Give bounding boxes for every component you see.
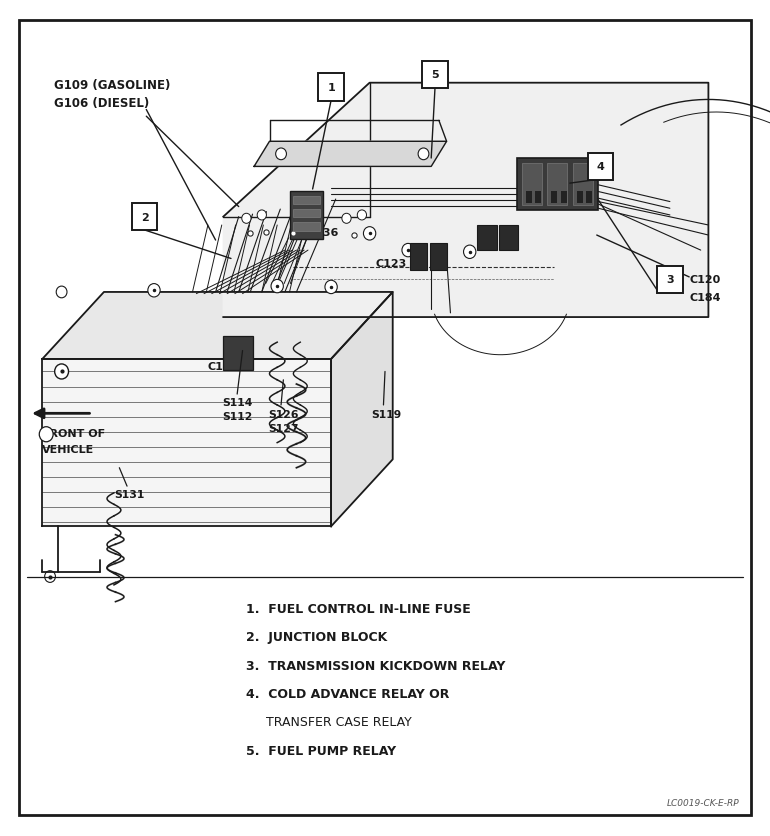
Bar [586,191,592,204]
Bar [293,210,320,218]
Bar [588,154,614,181]
Text: C114: C114 [208,361,239,371]
Bar [422,62,448,89]
Text: FRONT OF: FRONT OF [42,429,105,439]
Bar [547,164,567,206]
Bar [522,164,542,206]
Text: C120: C120 [689,274,721,284]
Bar [430,244,447,271]
Bar [517,159,598,211]
Text: 1: 1 [327,83,335,93]
Text: S126: S126 [268,410,299,420]
Polygon shape [42,293,393,359]
Text: 4.  COLD ADVANCE RELAY OR: 4. COLD ADVANCE RELAY OR [246,687,450,701]
Circle shape [276,149,286,161]
Bar [658,266,683,293]
Circle shape [325,281,337,294]
Text: LC0019-CK-E-RP: LC0019-CK-E-RP [667,798,739,807]
Circle shape [242,214,251,224]
Text: 3: 3 [666,275,674,285]
Text: 2: 2 [141,212,149,222]
Text: S127: S127 [268,424,299,434]
Bar [526,191,532,204]
Bar [223,337,253,370]
Circle shape [402,244,414,257]
Text: 5: 5 [431,70,439,80]
Circle shape [39,427,53,442]
Text: C136: C136 [308,227,340,237]
Text: 5.  FUEL PUMP RELAY: 5. FUEL PUMP RELAY [246,744,397,757]
Circle shape [342,214,351,224]
Bar [499,226,518,251]
Bar [319,74,343,101]
Text: 3.  TRANSMISSION KICKDOWN RELAY: 3. TRANSMISSION KICKDOWN RELAY [246,659,506,672]
Text: C123: C123 [376,259,407,269]
Text: C184: C184 [689,293,721,303]
Text: S114: S114 [222,397,252,407]
Circle shape [55,364,69,380]
Circle shape [363,227,376,241]
Bar [577,191,583,204]
Circle shape [148,284,160,298]
Circle shape [464,246,476,259]
Bar [293,196,320,205]
Text: G109 (GASOLINE): G109 (GASOLINE) [54,79,170,92]
Polygon shape [223,84,708,318]
Text: S119: S119 [371,410,401,420]
Bar [561,191,567,204]
Text: 2.  JUNCTION BLOCK: 2. JUNCTION BLOCK [246,630,387,644]
Bar [551,191,557,204]
Bar [293,223,320,232]
Polygon shape [254,142,447,167]
Text: 4: 4 [597,162,604,172]
Bar [410,244,427,271]
Text: TRANSFER CASE RELAY: TRANSFER CASE RELAY [246,716,412,729]
Text: 1.  FUEL CONTROL IN-LINE FUSE: 1. FUEL CONTROL IN-LINE FUSE [246,602,471,615]
Polygon shape [331,293,393,527]
Circle shape [418,149,429,161]
Text: VEHICLE: VEHICLE [42,445,95,455]
Circle shape [257,211,266,221]
Bar [535,191,541,204]
Bar [573,164,593,206]
Polygon shape [42,359,331,527]
Bar [132,203,157,231]
Circle shape [271,280,283,293]
Text: S112: S112 [222,411,252,421]
Circle shape [357,211,367,221]
Bar [290,191,323,240]
Text: S131: S131 [114,489,144,499]
Text: G106 (DIESEL): G106 (DIESEL) [54,97,149,110]
Bar [477,226,497,251]
